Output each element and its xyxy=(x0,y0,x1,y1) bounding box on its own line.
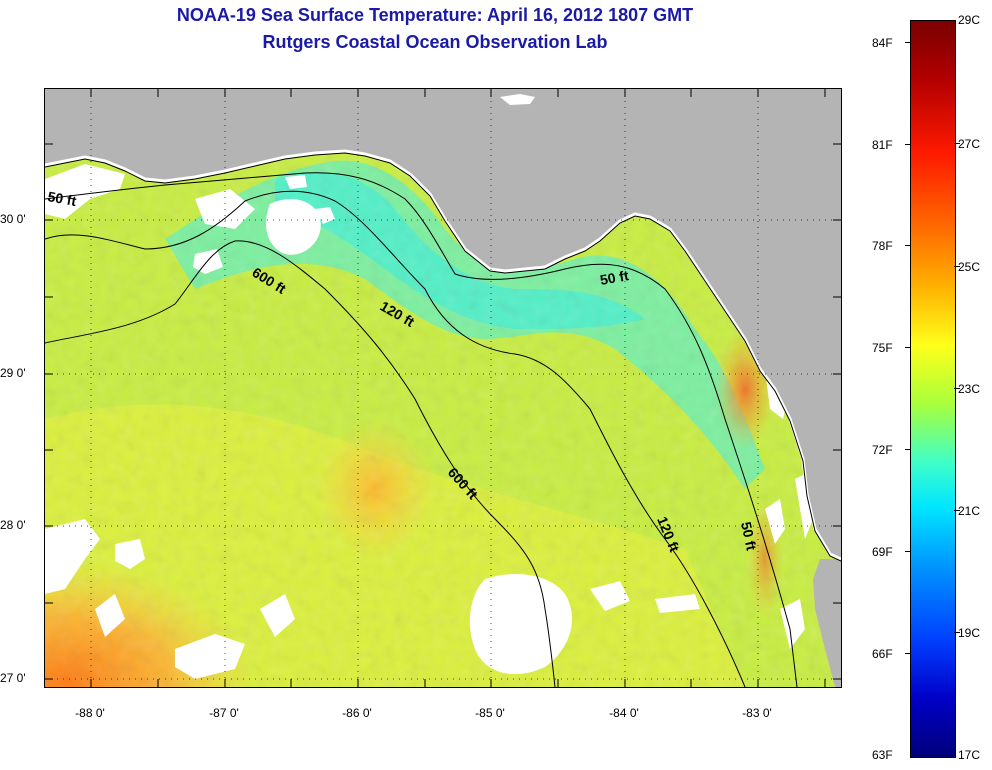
colorbar-c-23: 23C xyxy=(958,382,981,396)
lon-label-84: -84 0' xyxy=(609,706,639,720)
colorbar-f-81: 81F xyxy=(872,138,893,152)
colorbar-tick xyxy=(954,266,960,267)
colorbar-tick xyxy=(954,510,960,511)
lon-label-83: -83 0' xyxy=(742,706,772,720)
lon-label-86: -86 0' xyxy=(342,706,372,720)
colorbar-c-27: 27C xyxy=(958,137,981,151)
contour-50ft-west xyxy=(45,172,798,687)
lat-label-29: 29 0' xyxy=(0,366,26,380)
colorbar-tick xyxy=(954,388,960,389)
colorbar-c-19: 19C xyxy=(958,626,981,640)
lat-label-28: 28 0' xyxy=(0,518,26,532)
map-title: NOAA-19 Sea Surface Temperature: April 1… xyxy=(176,5,694,25)
lon-label-87: -87 0' xyxy=(209,706,239,720)
colorbar-c-25: 25C xyxy=(958,260,981,274)
lon-label-85: -85 0' xyxy=(475,706,505,720)
lat-label-27: 27 0' xyxy=(0,671,26,685)
sea-surface-temperature-map: 50 ft 600 ft 120 ft 50 ft 600 ft 120 ft … xyxy=(44,88,842,688)
land-northern-coast xyxy=(45,89,841,559)
temperature-colorbar xyxy=(910,20,956,758)
colorbar-c-21: 21C xyxy=(958,504,981,518)
colorbar-f-66: 66F xyxy=(872,647,893,661)
land-cloud-speck xyxy=(500,94,535,105)
colorbar-tick xyxy=(905,144,911,145)
colorbar-f-69: 69F xyxy=(872,545,893,559)
colorbar-tick xyxy=(905,551,911,552)
colorbar-f-78: 78F xyxy=(872,239,893,253)
contour-label-50ft-west: 50 ft xyxy=(46,188,77,209)
contour-120ft xyxy=(45,190,746,687)
map-subtitle: Rutgers Coastal Ocean Observation Lab xyxy=(262,32,608,52)
contour-label-50ft-big-bend: 50 ft xyxy=(599,267,630,288)
land-southeast xyxy=(813,559,841,687)
colorbar-f-63: 63F xyxy=(872,748,893,762)
coastline xyxy=(45,149,841,561)
contour-label-50ft-east: 50 ft xyxy=(738,520,760,552)
colorbar-tick xyxy=(905,347,911,348)
colorbar-c-29: 29C xyxy=(958,13,981,27)
colorbar-tick xyxy=(905,245,911,246)
colorbar-tick xyxy=(954,143,960,144)
lat-lon-grid xyxy=(45,89,841,687)
colorbar-tick xyxy=(905,653,911,654)
lat-label-30: 30 0' xyxy=(0,212,26,226)
colorbar-f-84: 84F xyxy=(872,36,893,50)
frame-ticks xyxy=(45,89,841,687)
coastline-outline xyxy=(45,152,841,562)
colorbar-c-17: 17C xyxy=(958,748,981,762)
contour-600ft xyxy=(45,240,556,687)
colorbar-f-72: 72F xyxy=(872,443,893,457)
colorbar-tick xyxy=(905,449,911,450)
colorbar-f-75: 75F xyxy=(872,341,893,355)
colorbar-tick xyxy=(905,42,911,43)
colorbar-tick xyxy=(954,632,960,633)
lon-label-88: -88 0' xyxy=(75,706,105,720)
